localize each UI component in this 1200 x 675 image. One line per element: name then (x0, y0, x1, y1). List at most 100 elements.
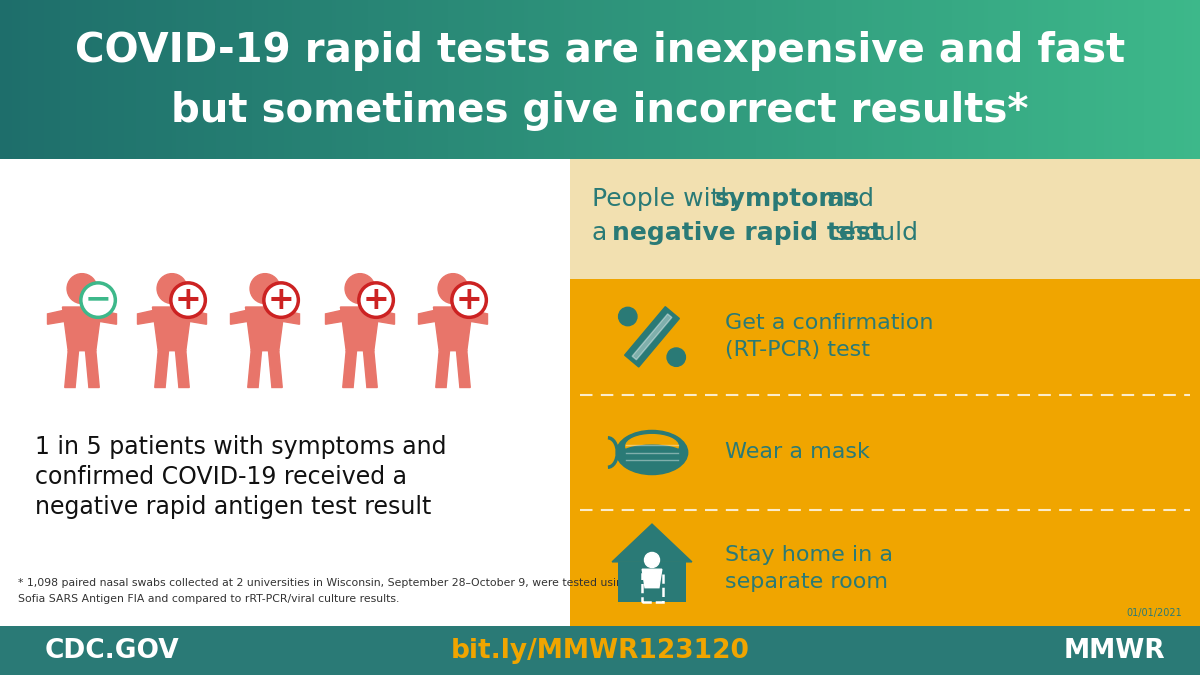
Bar (1060, 0, 1066, 159)
Bar (208, 0, 214, 159)
Bar (1072, 0, 1078, 159)
Bar (752, 0, 757, 159)
Bar (1052, 0, 1057, 159)
Bar (128, 0, 133, 159)
Bar (1184, 0, 1189, 159)
Bar (1152, 0, 1157, 159)
Bar (988, 0, 994, 159)
Bar (728, 0, 733, 159)
Polygon shape (186, 309, 206, 324)
Bar (616, 0, 622, 159)
Bar (24, 0, 29, 159)
Bar (448, 0, 454, 159)
Bar (768, 0, 773, 159)
Bar (748, 0, 754, 159)
Bar (604, 0, 610, 159)
Bar (48, 0, 53, 159)
Text: +: + (268, 285, 294, 316)
Bar (1012, 0, 1018, 159)
Bar (348, 0, 353, 159)
Bar (1096, 0, 1102, 159)
Bar (88, 0, 94, 159)
Bar (1192, 0, 1198, 159)
Bar (164, 0, 169, 159)
Bar (896, 0, 901, 159)
Bar (844, 0, 850, 159)
Bar (28, 0, 34, 159)
Bar (872, 0, 877, 159)
Bar (984, 0, 989, 159)
Polygon shape (230, 309, 251, 324)
Polygon shape (48, 309, 68, 324)
Bar (1136, 0, 1141, 159)
Polygon shape (612, 524, 692, 562)
Bar (792, 0, 797, 159)
Bar (152, 0, 157, 159)
Bar (908, 0, 913, 159)
Bar (760, 0, 766, 159)
Circle shape (80, 283, 115, 317)
Bar (544, 0, 550, 159)
Bar (832, 0, 838, 159)
Bar (224, 0, 229, 159)
Bar (608, 0, 613, 159)
Bar (336, 0, 341, 159)
Bar (324, 0, 329, 159)
Bar (1124, 0, 1129, 159)
Text: 01/01/2021: 01/01/2021 (1127, 608, 1182, 618)
Bar (232, 0, 238, 159)
Bar (84, 0, 89, 159)
Bar (536, 0, 541, 159)
Bar (936, 0, 941, 159)
Polygon shape (456, 351, 470, 387)
Bar (1100, 0, 1105, 159)
Circle shape (250, 273, 280, 304)
Bar (1148, 0, 1153, 159)
Bar (800, 0, 805, 159)
Bar (632, 0, 637, 159)
Bar (692, 0, 697, 159)
Polygon shape (138, 309, 158, 324)
Bar (92, 0, 97, 159)
Polygon shape (467, 309, 487, 324)
Bar (540, 0, 545, 159)
Bar (352, 0, 358, 159)
Bar (288, 0, 293, 159)
Bar (1032, 0, 1037, 159)
Bar (400, 0, 406, 159)
Bar (876, 0, 881, 159)
Bar (508, 0, 514, 159)
Text: 1 in 5 patients with symptoms and: 1 in 5 patients with symptoms and (35, 435, 446, 459)
Circle shape (264, 283, 299, 317)
Bar (472, 0, 478, 159)
Bar (308, 0, 313, 159)
Bar (656, 0, 661, 159)
Bar (560, 0, 565, 159)
Bar (460, 0, 466, 159)
Bar (1104, 0, 1109, 159)
Bar (572, 0, 577, 159)
Text: confirmed COVID-19 received a: confirmed COVID-19 received a (35, 465, 407, 489)
Polygon shape (278, 309, 300, 324)
Bar (500, 0, 505, 159)
Bar (344, 0, 349, 159)
Text: CDC.GOV: CDC.GOV (46, 637, 180, 664)
Bar (116, 0, 121, 159)
Bar (584, 0, 589, 159)
Bar (52, 0, 58, 159)
Bar (740, 0, 745, 159)
Bar (204, 0, 209, 159)
Bar (676, 0, 682, 159)
Bar (20, 0, 25, 159)
Polygon shape (155, 351, 168, 387)
Bar (1188, 0, 1193, 159)
Bar (1160, 0, 1165, 159)
Bar (1092, 0, 1097, 159)
Bar (976, 0, 982, 159)
Bar (216, 0, 221, 159)
Bar (636, 0, 641, 159)
Bar (900, 0, 905, 159)
Circle shape (346, 273, 374, 304)
Circle shape (618, 307, 637, 326)
Bar (672, 0, 677, 159)
